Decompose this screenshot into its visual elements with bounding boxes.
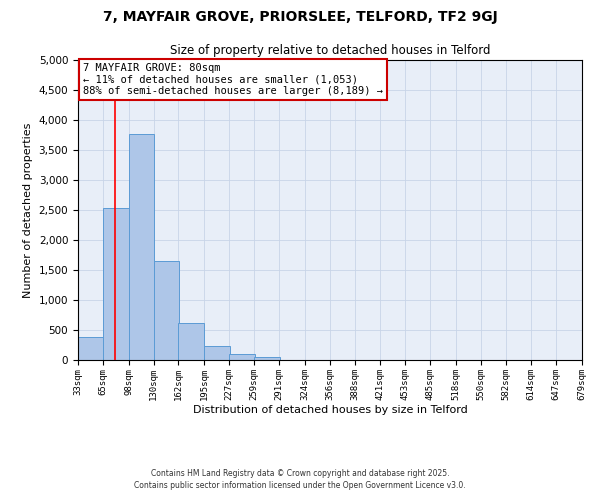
Bar bbox=[154, 261, 179, 360]
Bar bbox=[178, 323, 204, 360]
Y-axis label: Number of detached properties: Number of detached properties bbox=[23, 122, 33, 298]
Bar bbox=[78, 336, 104, 360]
Text: 7, MAYFAIR GROVE, PRIORSLEE, TELFORD, TF2 9GJ: 7, MAYFAIR GROVE, PRIORSLEE, TELFORD, TF… bbox=[103, 10, 497, 24]
Text: Contains HM Land Registry data © Crown copyright and database right 2025.
Contai: Contains HM Land Registry data © Crown c… bbox=[134, 468, 466, 490]
Bar bbox=[103, 208, 128, 360]
Bar bbox=[229, 354, 255, 360]
Bar bbox=[128, 134, 154, 360]
Text: 7 MAYFAIR GROVE: 80sqm
← 11% of detached houses are smaller (1,053)
88% of semi-: 7 MAYFAIR GROVE: 80sqm ← 11% of detached… bbox=[83, 63, 383, 96]
X-axis label: Distribution of detached houses by size in Telford: Distribution of detached houses by size … bbox=[193, 406, 467, 415]
Bar bbox=[204, 346, 230, 360]
Bar bbox=[254, 358, 280, 360]
Title: Size of property relative to detached houses in Telford: Size of property relative to detached ho… bbox=[170, 44, 490, 58]
